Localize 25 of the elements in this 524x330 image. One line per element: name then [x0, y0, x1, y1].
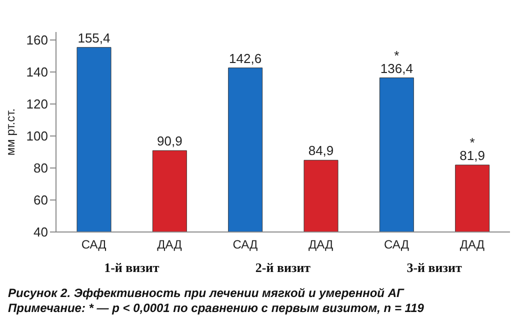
x-tick-label: ДАД	[308, 238, 334, 252]
data-label: 142,6	[229, 50, 262, 66]
text: Примечание: * — p < 0,0001 по сравнению с первым визитом, n = 119	[8, 301, 425, 316]
x-tick-label: САД	[81, 238, 106, 252]
text: Рисунок 2. Эффективность при лечении мягкой и умеренной АГ	[8, 286, 406, 301]
y-tick-label: 100	[26, 128, 48, 144]
y-tick-label: 80	[34, 160, 48, 176]
text: 1-й визит	[103, 260, 160, 276]
y-tick-label: 160	[26, 32, 48, 48]
y-tick-label: 120	[26, 96, 48, 112]
data-label: 84,9	[308, 143, 334, 158]
text: 2-й визит	[254, 260, 312, 276]
x-tick-label: ДАД	[460, 238, 484, 252]
x-tick-label: ДАД	[157, 238, 182, 252]
x-tick-label: САД	[384, 238, 409, 252]
y-tick-label: 60	[34, 192, 48, 208]
data-label: 155,4	[78, 30, 110, 46]
y-tick-label: 140	[26, 64, 48, 80]
data-label: * 81,9	[460, 134, 485, 163]
x-tick-label: САД	[232, 238, 258, 252]
data-label: * 136,4	[380, 48, 413, 76]
data-label: 90,9	[157, 134, 182, 149]
y-tick-label: 40	[34, 224, 48, 240]
y-axis-title: мм рт.ст.	[3, 108, 18, 156]
text: 3-й визит	[406, 260, 463, 276]
